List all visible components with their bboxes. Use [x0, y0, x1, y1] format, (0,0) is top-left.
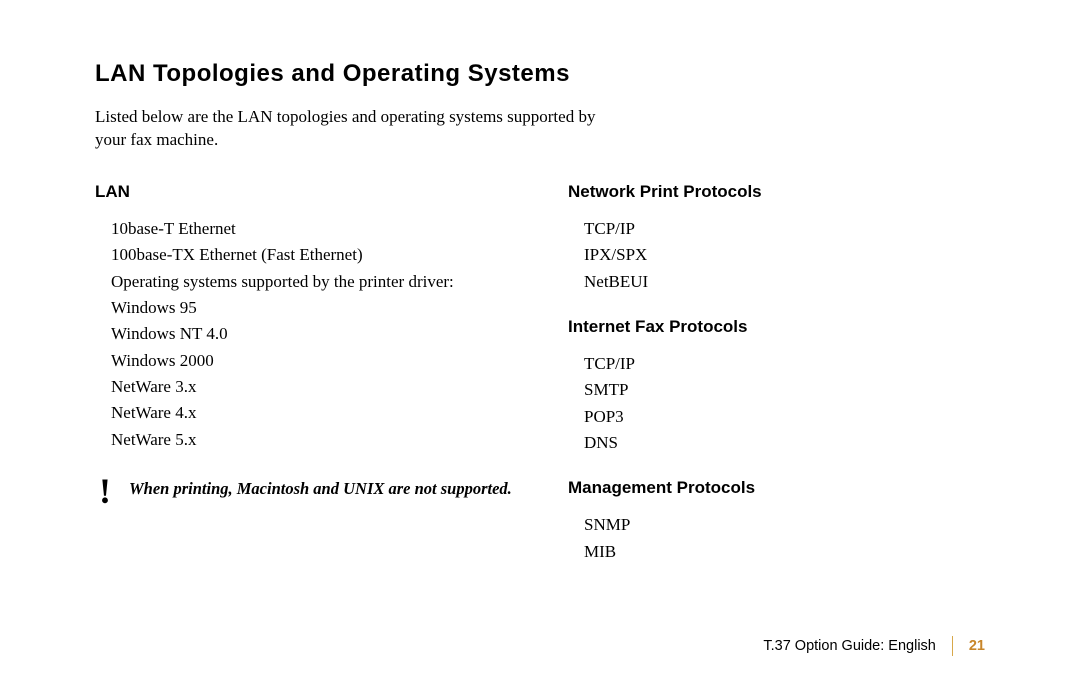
list-item: 100base-TX Ethernet (Fast Ethernet) [111, 242, 540, 268]
left-column: LAN 10base-T Ethernet 100base-TX Etherne… [95, 182, 540, 587]
list-item: TCP/IP [584, 216, 985, 242]
right-column: Network Print Protocols TCP/IP IPX/SPX N… [568, 182, 985, 587]
intro-paragraph: Listed below are the LAN topologies and … [95, 106, 615, 152]
list-item: Windows NT 4.0 [111, 321, 540, 347]
list-item: SMTP [584, 377, 985, 403]
footer-page-number: 21 [953, 638, 985, 654]
list-item: Windows 95 [111, 295, 540, 321]
list-item: Operating systems supported by the print… [111, 269, 540, 295]
note-row: ! When printing, Macintosh and UNIX are … [95, 475, 540, 507]
network-print-list: TCP/IP IPX/SPX NetBEUI [568, 216, 985, 295]
exclamation-icon: ! [95, 475, 115, 507]
management-heading: Management Protocols [568, 478, 985, 498]
lan-heading: LAN [95, 182, 540, 202]
list-item: NetWare 4.x [111, 400, 540, 426]
internet-fax-list: TCP/IP SMTP POP3 DNS [568, 351, 985, 456]
list-item: MIB [584, 539, 985, 565]
content-columns: LAN 10base-T Ethernet 100base-TX Etherne… [95, 182, 985, 587]
internet-fax-heading: Internet Fax Protocols [568, 317, 985, 337]
list-item: POP3 [584, 404, 985, 430]
page-footer: T.37 Option Guide: English 21 [763, 636, 985, 656]
note-text: When printing, Macintosh and UNIX are no… [129, 475, 512, 499]
list-item: SNMP [584, 512, 985, 538]
footer-title: T.37 Option Guide: English [763, 638, 952, 654]
list-item: NetWare 3.x [111, 374, 540, 400]
list-item: TCP/IP [584, 351, 985, 377]
list-item: NetBEUI [584, 269, 985, 295]
list-item: NetWare 5.x [111, 427, 540, 453]
list-item: 10base-T Ethernet [111, 216, 540, 242]
lan-list: 10base-T Ethernet 100base-TX Ethernet (F… [95, 216, 540, 453]
list-item: DNS [584, 430, 985, 456]
page-heading: LAN Topologies and Operating Systems [95, 60, 985, 88]
management-list: SNMP MIB [568, 512, 985, 565]
list-item: Windows 2000 [111, 348, 540, 374]
network-print-heading: Network Print Protocols [568, 182, 985, 202]
list-item: IPX/SPX [584, 242, 985, 268]
